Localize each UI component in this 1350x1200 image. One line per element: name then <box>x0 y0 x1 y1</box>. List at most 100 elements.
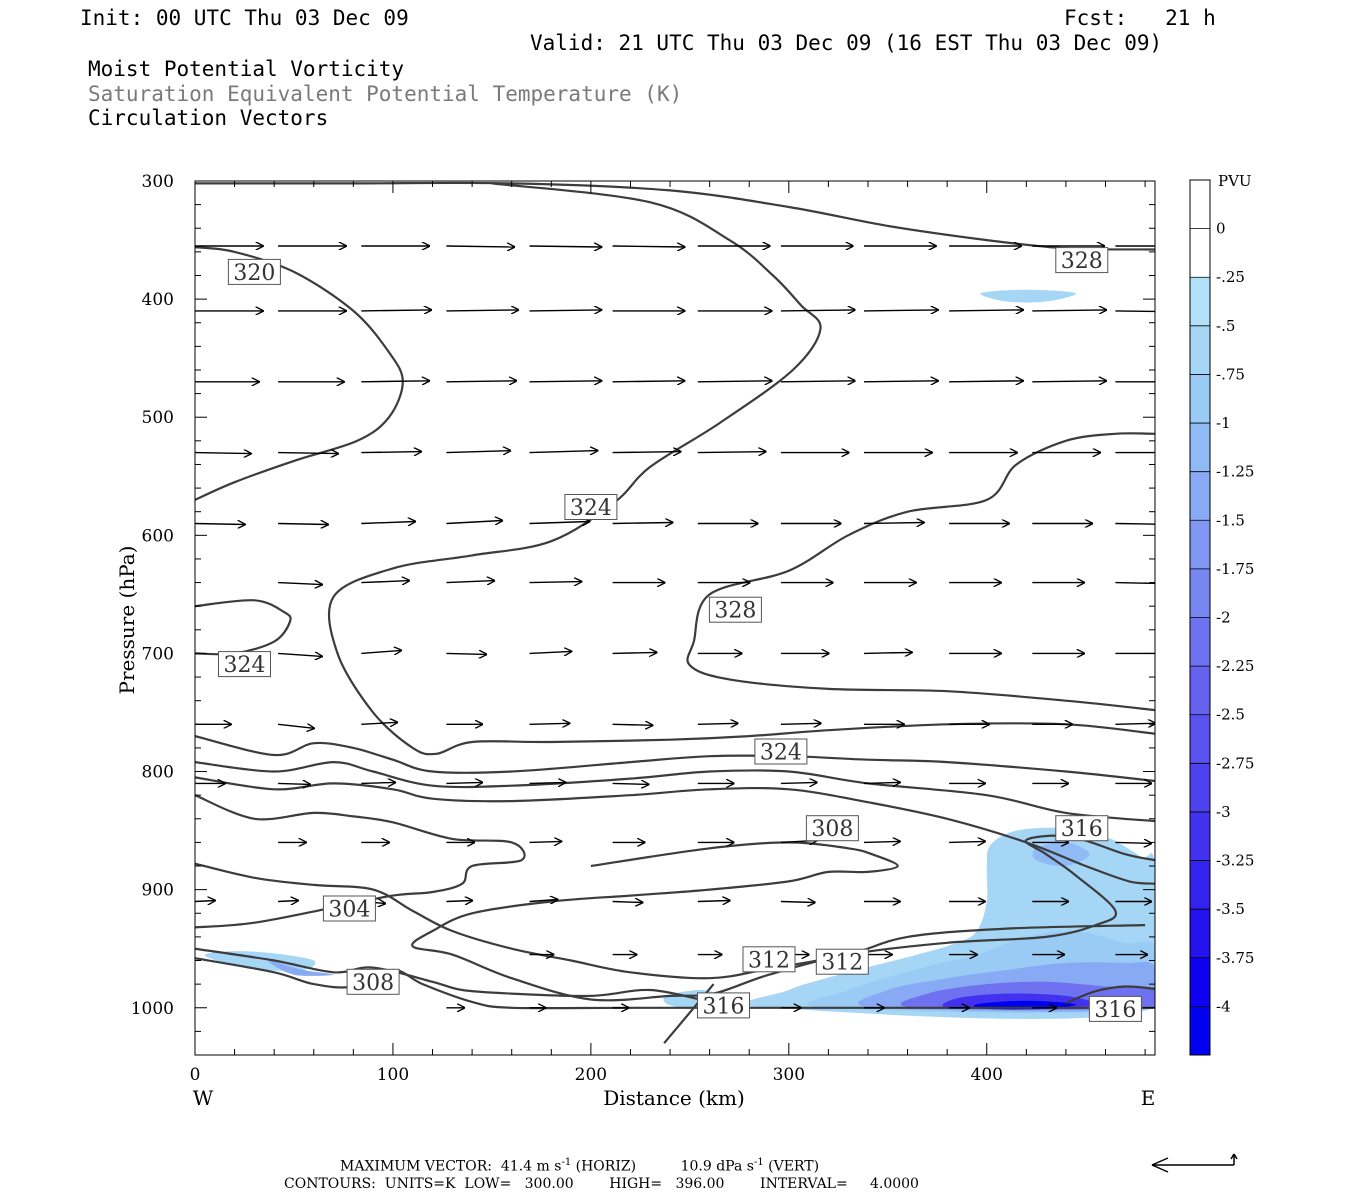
colorbar-swatch <box>1190 374 1210 424</box>
colorbar-swatch <box>1190 957 1210 1007</box>
colorbar-swatch <box>1190 1006 1210 1055</box>
colorbar-swatch <box>1190 228 1210 278</box>
pv-fill-region <box>1032 842 1090 867</box>
theta-contour <box>195 947 710 1003</box>
x-tick-label: 300 <box>773 1065 805 1085</box>
colorbar-swatch <box>1190 811 1210 861</box>
contour-label-box <box>805 815 859 842</box>
x-tick-label: 100 <box>377 1065 409 1085</box>
theta-contour <box>195 776 1155 885</box>
colorbar-label: -.25 <box>1216 268 1245 286</box>
circulation-vector <box>863 841 900 842</box>
colorbar-unit: PVU <box>1218 172 1252 190</box>
contour-label-box <box>218 651 271 678</box>
circulation-vector <box>697 452 766 453</box>
circulation-vector <box>446 451 510 453</box>
circulation-vector <box>529 582 582 583</box>
contour-label: 324 <box>224 653 266 678</box>
circulation-vector <box>361 452 421 453</box>
circulation-vector <box>529 381 602 382</box>
theta-contour <box>195 760 1155 823</box>
contour-label-box <box>708 596 762 623</box>
reference-vector <box>1151 1153 1238 1173</box>
theta-contour <box>195 246 404 501</box>
colorbar-swatch <box>1190 277 1210 326</box>
theta-contour <box>686 432 1155 712</box>
x-axis-title: Distance (km) <box>603 1086 745 1110</box>
circulation-vector <box>195 524 245 525</box>
colorbar-label: -1 <box>1216 414 1231 432</box>
colorbar-label: -1.25 <box>1216 463 1254 481</box>
horiz-exponent: -1 <box>561 1157 572 1168</box>
y-tick-label: 700 <box>142 644 174 664</box>
circulation-vector <box>361 650 401 653</box>
circulation-vector <box>529 522 590 524</box>
circulation-vector <box>446 381 516 382</box>
contour-label-box <box>564 494 618 520</box>
circulation-vector <box>278 524 328 525</box>
colorbar-label: 0 <box>1216 220 1226 238</box>
circulation-vector <box>529 723 570 724</box>
contour-label-box <box>346 968 400 995</box>
colorbar-swatch <box>1190 568 1210 618</box>
theta-contour <box>411 834 1155 1002</box>
circulation-vector <box>195 901 215 902</box>
y-tick-label: 400 <box>142 290 174 310</box>
circulation-vector <box>1115 581 1155 585</box>
colorbar-swatch <box>1190 763 1210 812</box>
circulation-vector <box>1032 381 1106 382</box>
circulation-vector <box>863 523 924 524</box>
title-circulation: Circulation Vectors <box>88 106 329 130</box>
colorbar-label: -2.5 <box>1216 706 1245 724</box>
horiz-unit: m s <box>536 1158 562 1175</box>
theta-contour <box>195 862 1146 980</box>
colorbar-label: -1.5 <box>1216 511 1245 529</box>
contour-label-box <box>754 738 808 765</box>
circulation-vector <box>195 453 251 454</box>
circulation-vector <box>612 652 657 653</box>
colorbar-label: -.5 <box>1216 317 1235 335</box>
x-axis: 0 100 200 300 400 <box>190 181 1146 1085</box>
colorbar-label: -2 <box>1216 609 1231 627</box>
contour-label-box <box>1088 995 1142 1022</box>
circulation-vector <box>361 782 395 783</box>
circulation-vector <box>863 381 938 382</box>
colorbar-swatch <box>1190 180 1210 229</box>
colorbar-label: -3.75 <box>1216 949 1254 967</box>
circulation-vector <box>612 246 685 247</box>
circulation-vector <box>780 902 815 903</box>
contour-label: 312 <box>821 951 863 976</box>
title-mpv: Moist Potential Vorticity <box>88 57 405 81</box>
circulation-vector <box>1115 842 1151 843</box>
horiz-value: 41.4 <box>500 1158 533 1175</box>
x-tick-label: 400 <box>971 1065 1003 1085</box>
theta-contour <box>195 735 1155 783</box>
y-tick-label: 1000 <box>131 999 174 1019</box>
circulation-vector <box>529 310 602 311</box>
contour-label: 324 <box>760 741 802 766</box>
theta-contour <box>195 599 292 656</box>
vert-tag: (VERT) <box>768 1158 820 1175</box>
colorbar-swatch <box>1190 520 1210 569</box>
theta-contour <box>1065 985 1155 1005</box>
circulation-vector <box>612 902 643 903</box>
theta-contour <box>327 182 1155 756</box>
colorbar-label: -1.75 <box>1216 560 1254 578</box>
circulation-vector <box>612 381 685 382</box>
circulation-vector <box>949 841 985 842</box>
contour-label-box <box>742 946 796 973</box>
y-tick-label: 900 <box>142 881 174 901</box>
circulation-vector <box>446 782 482 783</box>
colorbar-swatch <box>1190 714 1210 764</box>
circulation-vector <box>529 782 566 783</box>
circulation-vector <box>446 521 502 524</box>
circulation-vector <box>1115 723 1155 724</box>
circulation-vector <box>863 310 938 311</box>
vert-value: 10.9 <box>680 1158 712 1175</box>
circulation-vector <box>446 310 518 311</box>
colorbar-swatch <box>1190 860 1210 910</box>
contour-label: 304 <box>328 898 370 923</box>
circulation-vector <box>780 381 855 382</box>
contour-label-box <box>815 948 869 975</box>
